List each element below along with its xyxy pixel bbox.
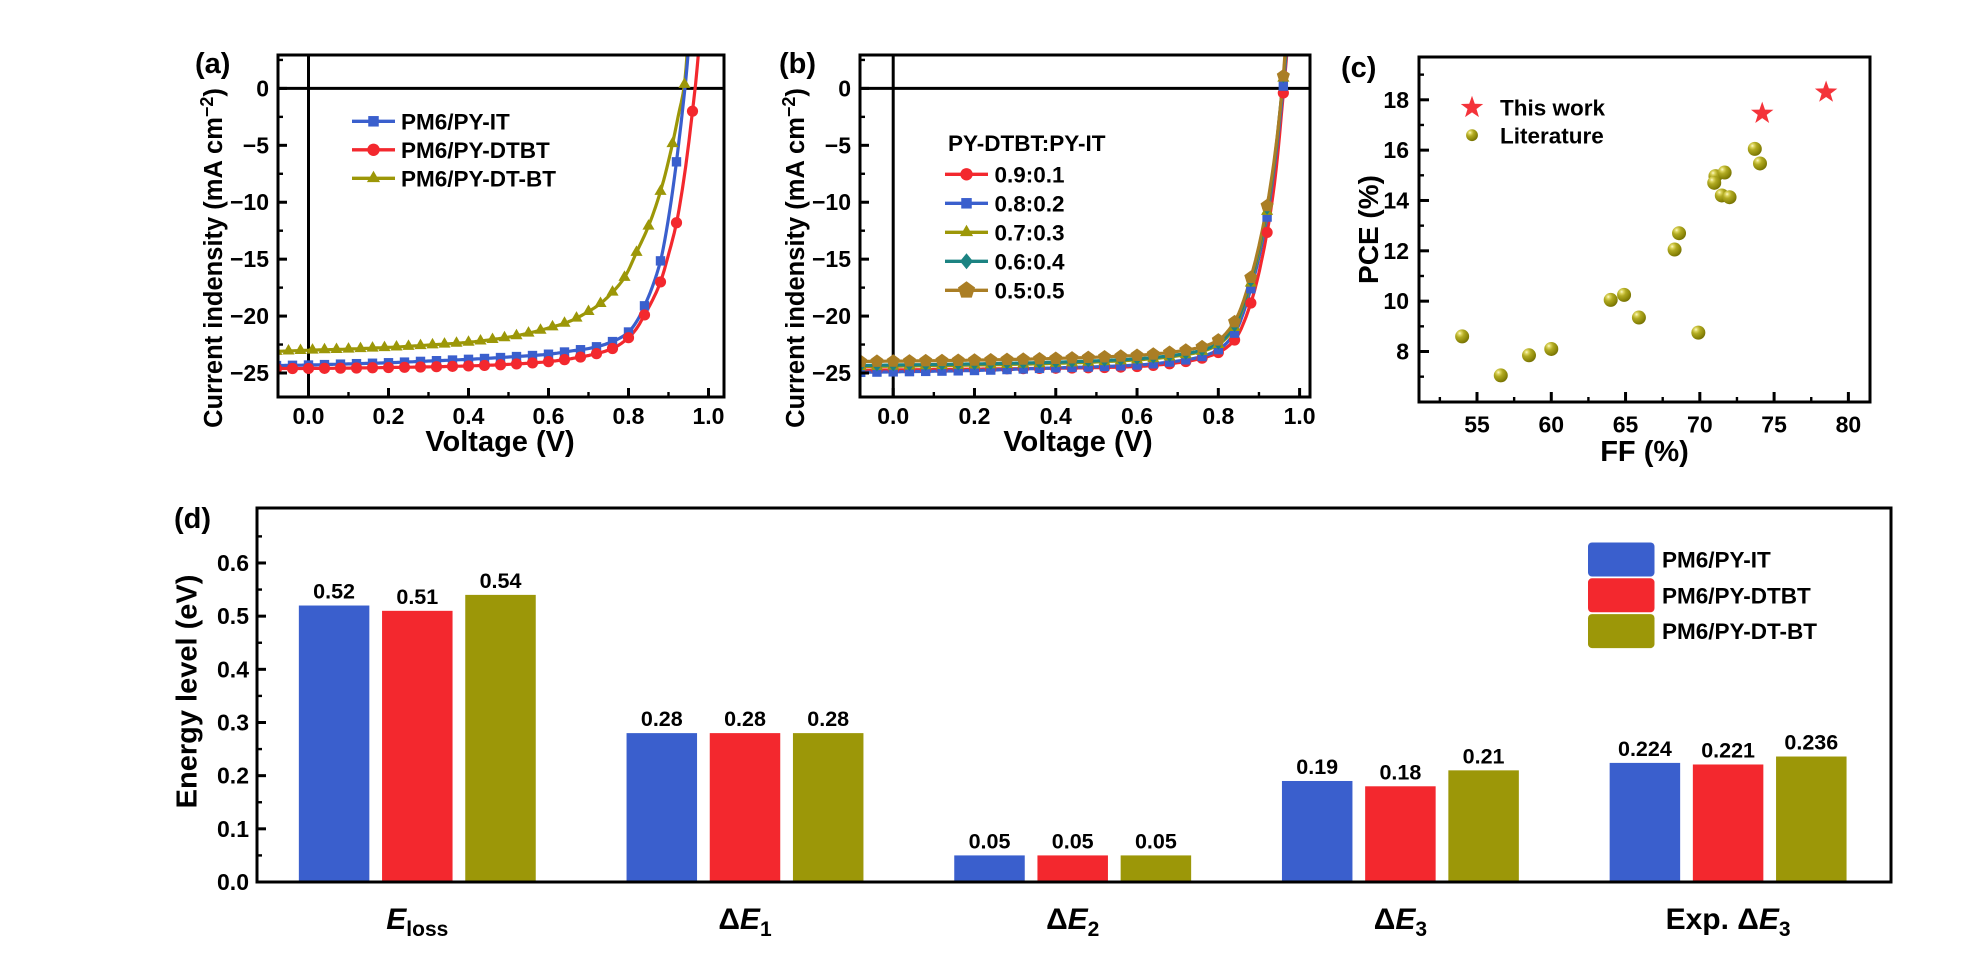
svg-text:0.6:0.4: 0.6:0.4: [995, 249, 1066, 274]
svg-text:75: 75: [1761, 412, 1787, 438]
svg-text:60: 60: [1538, 412, 1564, 438]
svg-text:Current indensity (mA cm−2): Current indensity (mA cm−2): [197, 88, 228, 428]
svg-text:−25: −25: [812, 360, 851, 386]
svg-text:18: 18: [1383, 87, 1409, 113]
svg-text:0.221: 0.221: [1701, 738, 1755, 762]
svg-text:−15: −15: [812, 246, 851, 272]
svg-text:0.52: 0.52: [313, 580, 355, 604]
svg-text:0.28: 0.28: [807, 707, 849, 731]
svg-text:0.8: 0.8: [1202, 403, 1234, 429]
svg-text:0: 0: [256, 75, 269, 101]
svg-text:14: 14: [1383, 187, 1409, 213]
svg-text:0.28: 0.28: [641, 707, 683, 731]
svg-text:0.8: 0.8: [613, 403, 645, 429]
svg-text:0.54: 0.54: [480, 569, 522, 593]
svg-text:16: 16: [1383, 137, 1409, 163]
svg-text:−5: −5: [825, 132, 851, 158]
svg-text:1.0: 1.0: [693, 403, 725, 429]
svg-text:PCE (%): PCE (%): [1353, 175, 1384, 284]
svg-text:PM6/PY-DTBT: PM6/PY-DTBT: [401, 138, 550, 163]
svg-text:FF (%): FF (%): [1600, 436, 1689, 468]
svg-text:Eloss: Eloss: [386, 903, 448, 941]
svg-text:0.05: 0.05: [969, 829, 1011, 853]
svg-text:1.0: 1.0: [1284, 403, 1316, 429]
svg-text:0.7:0.3: 0.7:0.3: [995, 220, 1065, 245]
svg-text:0.05: 0.05: [1052, 829, 1094, 853]
svg-text:0.6: 0.6: [533, 403, 565, 429]
svg-text:0.0: 0.0: [217, 869, 249, 895]
svg-text:−15: −15: [230, 246, 269, 272]
svg-text:PM6/PY-IT: PM6/PY-IT: [401, 109, 510, 134]
svg-text:0.2: 0.2: [958, 403, 990, 429]
svg-text:0.4: 0.4: [217, 656, 249, 682]
svg-text:12: 12: [1383, 238, 1409, 264]
svg-text:0.2: 0.2: [217, 763, 249, 789]
svg-text:0.5:0.5: 0.5:0.5: [995, 278, 1065, 303]
svg-text:−10: −10: [812, 189, 851, 215]
svg-text:−20: −20: [230, 303, 269, 329]
svg-text:This work: This work: [1500, 96, 1606, 121]
svg-text:Voltage (V): Voltage (V): [425, 426, 574, 458]
svg-text:Current indensity (mA cm−2): Current indensity (mA cm−2): [779, 88, 810, 428]
svg-text:0.18: 0.18: [1379, 760, 1421, 784]
svg-text:Literature: Literature: [1500, 124, 1604, 149]
svg-text:0.2: 0.2: [373, 403, 405, 429]
svg-text:0.3: 0.3: [217, 709, 249, 735]
svg-text:Voltage (V): Voltage (V): [1003, 426, 1152, 458]
svg-text:0.19: 0.19: [1296, 755, 1338, 779]
svg-text:0.236: 0.236: [1784, 731, 1838, 755]
svg-text:PM6/PY-DTBT: PM6/PY-DTBT: [1662, 583, 1811, 608]
svg-text:−25: −25: [230, 360, 269, 386]
svg-text:0.9:0.1: 0.9:0.1: [995, 162, 1065, 187]
svg-text:0: 0: [838, 75, 851, 101]
svg-text:(c): (c): [1341, 52, 1376, 84]
svg-text:−20: −20: [812, 303, 851, 329]
svg-text:0.51: 0.51: [396, 585, 438, 609]
svg-text:0.6: 0.6: [1121, 403, 1153, 429]
svg-text:0.4: 0.4: [1040, 403, 1072, 429]
svg-text:(d): (d): [174, 503, 211, 535]
svg-text:0.6: 0.6: [217, 550, 249, 576]
svg-text:0.5: 0.5: [217, 603, 249, 629]
svg-text:55: 55: [1464, 412, 1490, 438]
svg-text:10: 10: [1383, 288, 1409, 314]
svg-text:−10: −10: [230, 189, 269, 215]
svg-text:PM6/PY-IT: PM6/PY-IT: [1662, 548, 1771, 573]
svg-text:0.28: 0.28: [724, 707, 766, 731]
svg-text:8: 8: [1396, 339, 1409, 365]
svg-text:PM6/PY-DT-BT: PM6/PY-DT-BT: [401, 166, 556, 191]
svg-text:70: 70: [1687, 412, 1713, 438]
svg-text:PM6/PY-DT-BT: PM6/PY-DT-BT: [1662, 619, 1817, 644]
svg-text:0.05: 0.05: [1135, 829, 1177, 853]
svg-text:(a): (a): [195, 48, 230, 80]
svg-text:0.4: 0.4: [453, 403, 485, 429]
svg-text:Exp. ΔE3: Exp. ΔE3: [1666, 903, 1791, 941]
svg-text:80: 80: [1836, 412, 1862, 438]
svg-text:0.0: 0.0: [877, 403, 909, 429]
svg-text:(b): (b): [779, 48, 816, 80]
svg-text:Energy level (eV): Energy level (eV): [172, 575, 204, 809]
svg-text:0.1: 0.1: [217, 816, 249, 842]
svg-text:0.21: 0.21: [1463, 744, 1505, 768]
svg-text:0.8:0.2: 0.8:0.2: [995, 191, 1065, 216]
svg-text:65: 65: [1613, 412, 1639, 438]
svg-text:PY-DTBT:PY-IT: PY-DTBT:PY-IT: [948, 131, 1106, 156]
svg-text:0.224: 0.224: [1618, 737, 1672, 761]
svg-text:−5: −5: [243, 132, 269, 158]
svg-text:0.0: 0.0: [293, 403, 325, 429]
